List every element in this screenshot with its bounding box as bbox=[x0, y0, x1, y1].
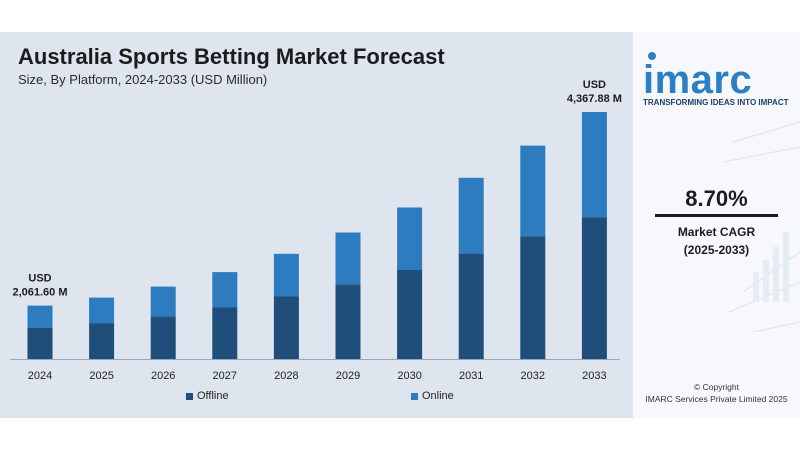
data-label-2033-line-2: 4,367.88 M bbox=[567, 93, 622, 105]
bar-online-2029 bbox=[335, 232, 361, 285]
x-tick-label-2030: 2030 bbox=[397, 370, 421, 382]
logo-dot bbox=[648, 52, 656, 60]
bar-online-2032 bbox=[520, 145, 546, 237]
brand-tagline: TRANSFORMING IDEAS INTO IMPACT bbox=[643, 98, 789, 107]
bar-offline-2027 bbox=[212, 307, 238, 359]
bar-online-2024 bbox=[27, 305, 53, 328]
legend-label-online: Online bbox=[422, 390, 454, 402]
bar-offline-2031 bbox=[458, 253, 484, 359]
x-tick-label-2027: 2027 bbox=[213, 370, 237, 382]
bar-offline-2024 bbox=[27, 328, 53, 359]
bar-offline-2026 bbox=[150, 316, 176, 359]
stacked-bar-chart: 2024 2025 2026 2027 2028 2029 2030 2031 2032 2033… bbox=[10, 79, 622, 382]
x-tick-label-2033: 2033 bbox=[582, 370, 606, 382]
x-tick-label-2026: 2026 bbox=[151, 370, 175, 382]
legend-swatch-offline bbox=[186, 392, 193, 400]
x-tick-label-2024: 2024 bbox=[28, 370, 52, 382]
legend-item-online: Online bbox=[411, 390, 454, 402]
copyright-line-2: IMARC Services Private Limited 2025 bbox=[645, 394, 788, 404]
data-label-2024-line-1: USD bbox=[28, 273, 51, 285]
bar-online-2030 bbox=[397, 207, 423, 270]
bar-online-2028 bbox=[273, 253, 299, 297]
data-label-2024-line-2: 2,061.60 M bbox=[12, 287, 67, 299]
bar-online-2027 bbox=[212, 272, 238, 308]
x-tick-label-2031: 2031 bbox=[459, 370, 483, 382]
x-tick-label-2028: 2028 bbox=[274, 370, 298, 382]
chart-panel: Australia Sports Betting Market Forecast… bbox=[0, 32, 633, 418]
bar-offline-2029 bbox=[335, 284, 361, 359]
legend-item-offline: Offline bbox=[186, 390, 229, 402]
chart-subtitle: Size, By Platform, 2024-2033 (USD Millio… bbox=[18, 72, 268, 87]
cagr-value: 8.70% bbox=[685, 186, 748, 211]
background-decoration bbox=[722, 121, 800, 333]
x-tick-label-2029: 2029 bbox=[336, 370, 360, 382]
cagr-label: Market CAGR bbox=[677, 225, 756, 239]
bar-online-2025 bbox=[89, 297, 115, 324]
cagr-period: (2025-2033) bbox=[683, 243, 750, 257]
cagr-divider bbox=[655, 214, 778, 217]
brand-logo: imarc bbox=[643, 58, 753, 102]
data-label-2033-line-1: USD bbox=[583, 79, 606, 91]
legend-swatch-online bbox=[411, 392, 418, 400]
x-tick-label-2032: 2032 bbox=[521, 370, 545, 382]
x-tick-label-2025: 2025 bbox=[89, 370, 113, 382]
bar-online-2026 bbox=[150, 286, 176, 317]
side-panel: imarc TRANSFORMING IDEAS INTO IMPACT 8.7… bbox=[633, 32, 800, 418]
bar-online-2033 bbox=[581, 112, 607, 218]
bar-online-2031 bbox=[458, 177, 484, 254]
bar-offline-2028 bbox=[273, 296, 299, 359]
legend-label-offline: Offline bbox=[197, 390, 229, 402]
infographic: Australia Sports Betting Market Forecast… bbox=[0, 32, 800, 418]
bar-offline-2032 bbox=[520, 236, 546, 359]
chart-title: Australia Sports Betting Market Forecast bbox=[18, 44, 445, 69]
copyright-line-1: © Copyright bbox=[693, 382, 739, 392]
bar-offline-2030 bbox=[397, 270, 423, 359]
bar-offline-2025 bbox=[89, 323, 115, 359]
bar-offline-2033 bbox=[581, 217, 607, 359]
